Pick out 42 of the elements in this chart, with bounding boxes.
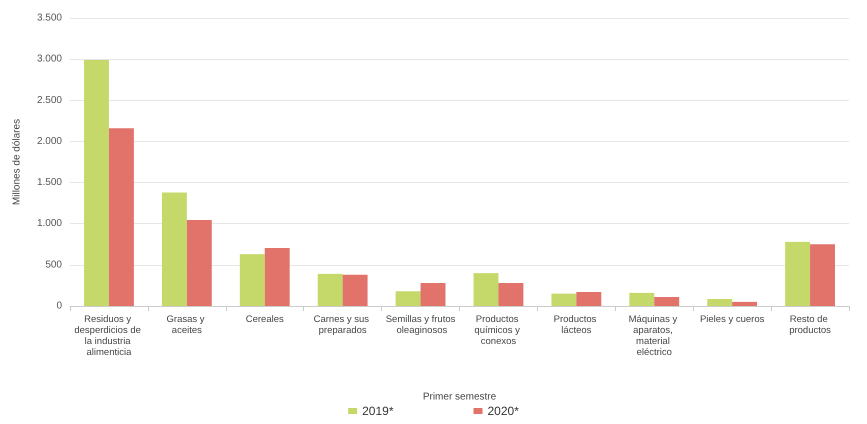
y-tick-label: 0 xyxy=(56,300,62,312)
bar xyxy=(342,274,368,306)
x-tick-label: Cereales xyxy=(246,314,284,325)
legend-label: 2020* xyxy=(488,404,520,418)
legend-label: 2019* xyxy=(362,404,394,418)
bar xyxy=(629,292,654,306)
bar xyxy=(108,128,134,306)
bar xyxy=(498,282,524,306)
bar xyxy=(396,291,421,306)
x-tick-label: Resto de productos xyxy=(789,314,832,336)
y-tick-label: 2.000 xyxy=(36,136,62,147)
y-tick-label: 2.500 xyxy=(36,94,62,106)
y-tick-label: 3.500 xyxy=(36,12,62,24)
x-tick-label: Residuos y desperdicios de la industria alimenticia xyxy=(74,314,144,358)
bar xyxy=(264,248,290,306)
x-tick-label: Productos lácteos xyxy=(554,314,600,336)
bar xyxy=(654,296,680,306)
y-axis-title: Millones de dólares xyxy=(12,118,22,206)
bar xyxy=(576,292,602,306)
bar xyxy=(474,273,498,306)
bar xyxy=(240,254,265,306)
bar xyxy=(785,242,810,306)
bar xyxy=(810,244,835,306)
x-tick-label: Productos químicos y conexos xyxy=(474,314,522,347)
y-tick-label: 1.500 xyxy=(36,177,62,188)
bar xyxy=(162,192,187,306)
x-tick-label: Semillas y frutos oleaginosos xyxy=(386,314,456,336)
y-tick-label: 500 xyxy=(45,259,62,270)
x-tick-label: Máquinas y aparatos, material eléctrico xyxy=(628,314,680,358)
x-tick-label: Carnes y sus preparados xyxy=(314,314,372,336)
x-axis-title: Primer semestre xyxy=(422,392,497,402)
bar xyxy=(707,299,732,306)
bar xyxy=(186,220,212,306)
bar xyxy=(551,294,576,306)
y-tick-label: 1.000 xyxy=(36,218,62,230)
x-tick-label: Pieles y cueros xyxy=(700,314,765,325)
bar xyxy=(732,302,758,306)
x-tick-label: Grasas y aceites xyxy=(166,314,208,336)
bar xyxy=(420,282,446,306)
bar xyxy=(318,274,343,306)
y-tick-label: 3.000 xyxy=(36,54,62,65)
bar xyxy=(84,60,109,306)
